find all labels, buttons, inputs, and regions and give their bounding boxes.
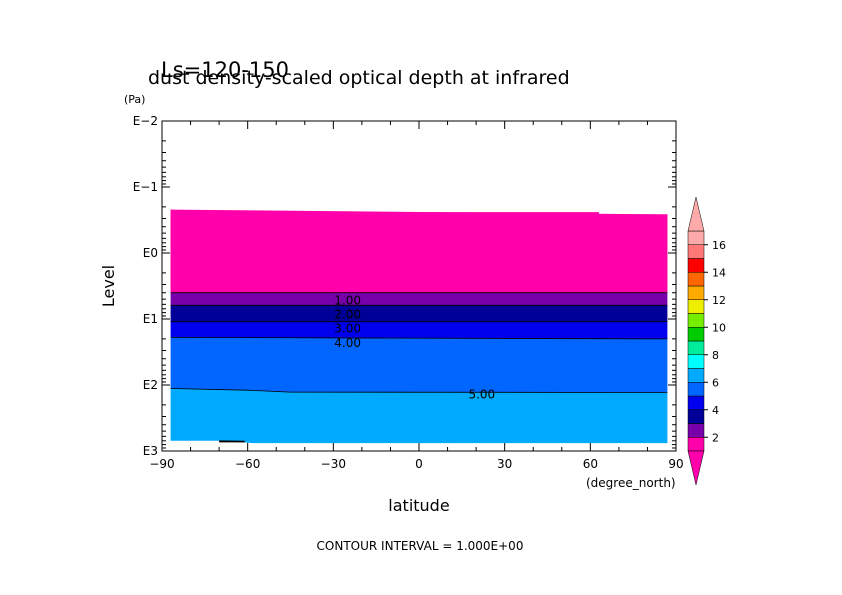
y-tick-label: E−1 (133, 180, 158, 194)
y-tick-label: E2 (143, 378, 158, 392)
contour-band-2-3 (170, 305, 668, 322)
colorbar-swatch (687, 368, 705, 383)
y-tick-label: E0 (143, 246, 158, 260)
colorbar-swatch (687, 354, 705, 369)
colorbar-swatch (687, 395, 705, 410)
colorbar-label: 10 (712, 321, 726, 334)
y-tick-label: E1 (143, 312, 158, 326)
x-tick-label: 60 (583, 457, 598, 471)
plot-area: 1.002.003.004.00 5.00 (170, 209, 668, 444)
x-unit-label: (degree_north) (586, 476, 676, 490)
colorbar-swatch (687, 327, 705, 342)
colorbar-swatch (687, 299, 705, 314)
contour-label-4: 4.00 (334, 336, 361, 350)
colorbar-swatch (687, 382, 705, 397)
y-axis-label: Level (99, 265, 118, 307)
contour-line-5 (170, 388, 668, 393)
contour-band-dark-patch (219, 440, 245, 443)
x-tick-label: 30 (497, 457, 512, 471)
colorbar-label: 4 (712, 404, 719, 417)
colorbar-label: 12 (712, 294, 726, 307)
colorbar-label: 2 (712, 431, 719, 444)
colorbar-swatch (687, 258, 705, 273)
contour-label-3: 3.00 (334, 322, 361, 336)
colorbar-swatch (687, 272, 705, 287)
colorbar: 2 4 6 8 10 12 14 16 (687, 196, 726, 486)
colorbar-swatch (687, 285, 705, 300)
contour-band-3-4 (170, 321, 668, 339)
colorbar-upper-arrow (687, 196, 705, 232)
x-tick-label: −60 (235, 457, 260, 471)
colorbar-swatch (687, 409, 705, 424)
contour-interval-note: CONTOUR INTERVAL = 1.000E+00 (317, 539, 524, 553)
x-tick-label: −90 (149, 457, 174, 471)
contour-band-1-2 (170, 292, 668, 306)
x-tick-label: −30 (321, 457, 346, 471)
x-axis-label: latitude (388, 496, 449, 515)
contour-label-5: 5.00 (468, 388, 495, 402)
colorbar-label: 8 (712, 349, 719, 362)
colorbar-swatch (687, 437, 705, 452)
colorbar-lower-arrow (687, 450, 705, 486)
colorbar-label: 6 (712, 376, 719, 389)
y-unit-label: (Pa) (124, 93, 145, 106)
colorbar-swatch (687, 230, 705, 245)
colorbar-swatch (687, 340, 705, 355)
contour-band-4-5 (170, 337, 668, 393)
contour-band-top-fill (170, 209, 668, 293)
y-tick-label: E3 (143, 444, 158, 458)
y-tick-label: E−2 (133, 114, 158, 128)
colorbar-swatch (687, 244, 705, 259)
chart-title: dust density-scaled optical depth at inf… (148, 67, 570, 89)
contour-line-4 (170, 336, 668, 340)
colorbar-label: 14 (712, 266, 726, 279)
colorbar-swatch (687, 423, 705, 438)
contour-label-1: 1.00 (334, 293, 361, 307)
contour-band-5-6 (170, 388, 668, 444)
x-tick-label: 90 (668, 457, 683, 471)
colorbar-swatch (687, 313, 705, 328)
colorbar-label: 16 (712, 239, 726, 252)
x-tick-label: 0 (415, 457, 423, 471)
chart-subtitle: Ls=120-150 (161, 58, 289, 82)
axes: −90 −60 −30 0 30 60 90 E−2 E−1 E0 E1 E2 E3 (133, 114, 684, 471)
contour-label-2: 2.00 (334, 307, 361, 321)
